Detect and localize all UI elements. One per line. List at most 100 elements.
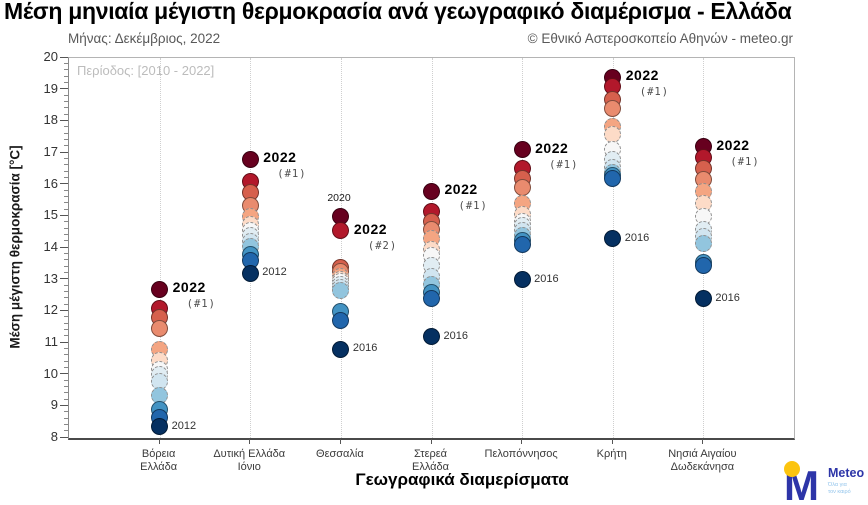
data-point — [332, 282, 350, 300]
y-minor-tick — [64, 145, 68, 147]
y-minor-tick — [64, 411, 68, 413]
data-point — [241, 150, 259, 168]
logo-wordmark: Meteo — [828, 466, 864, 480]
y-tick — [60, 404, 68, 406]
point-label-record: 2022 (#1) — [716, 137, 759, 168]
point-label-year: 2016 — [352, 342, 378, 355]
data-point — [513, 236, 531, 254]
y-tick-label: 14 — [43, 239, 58, 254]
y-minor-tick — [64, 221, 68, 223]
period-label: Περίοδος: [2010 - 2022] — [77, 63, 215, 78]
point-label-above: 2020 — [327, 192, 351, 205]
logo-tagline-line2: τον καιρό — [828, 488, 851, 495]
y-minor-tick — [64, 297, 68, 299]
y-tick — [60, 151, 68, 153]
y-tick-label: 16 — [43, 175, 58, 191]
data-point — [694, 290, 712, 308]
y-minor-tick — [64, 208, 68, 210]
y-minor-tick — [64, 316, 68, 318]
y-minor-tick — [64, 290, 68, 292]
category-gridline — [340, 58, 342, 438]
y-minor-tick — [64, 157, 68, 159]
y-minor-tick — [64, 138, 68, 140]
y-minor-tick — [64, 195, 68, 197]
y-minor-tick — [64, 354, 68, 356]
data-point — [604, 100, 622, 118]
data-point — [604, 230, 622, 247]
point-label-year-bold: 2022 — [535, 139, 569, 156]
plot-area: Περίοδος: [2010 - 2022] 2022 (#1) 2012 2022… — [68, 57, 795, 440]
y-minor-tick — [64, 240, 68, 242]
data-point — [151, 280, 169, 298]
x-tick-label: Νησιά Αιγαίου Δωδεκάνησα — [668, 448, 736, 474]
point-label-record: 2022 (#1) — [173, 279, 216, 310]
y-tick-label: 10 — [43, 365, 58, 381]
point-label-record: 2022 (#1) — [263, 149, 306, 180]
x-tick-label-line: Κρήτη — [596, 448, 627, 460]
data-point — [423, 182, 440, 200]
x-tick-label-line: Ιόνιο — [237, 461, 261, 473]
y-minor-tick — [64, 417, 68, 419]
y-axis-title: Μέση μέγιστη θερμοκρασία [°C] — [7, 145, 23, 349]
x-tick-label-line: Ελλάδα — [140, 461, 178, 473]
point-label-year-bold: 2022 — [716, 136, 750, 153]
y-minor-tick — [64, 126, 68, 128]
data-point — [513, 179, 531, 197]
y-minor-tick — [64, 176, 68, 178]
y-tick-label: 15 — [43, 207, 58, 223]
point-label-record: 2022 (#1) — [535, 140, 578, 171]
point-label-rank: (#1) — [186, 298, 216, 311]
y-tick — [60, 119, 68, 121]
y-minor-tick — [64, 379, 68, 381]
y-minor-tick — [64, 233, 68, 235]
y-minor-tick — [64, 335, 68, 337]
y-minor-tick — [64, 284, 68, 286]
y-minor-tick — [64, 132, 68, 134]
y-minor-tick — [64, 366, 68, 368]
data-point — [423, 328, 440, 346]
x-tick — [702, 439, 704, 444]
category-gridline — [159, 58, 161, 438]
y-minor-tick — [64, 252, 68, 254]
y-minor-tick — [64, 170, 68, 172]
y-tick — [60, 309, 68, 311]
y-tick — [60, 373, 68, 375]
category-gridline — [612, 58, 614, 438]
x-tick-label-line: Πελοπόννησος — [484, 448, 558, 460]
point-label-year-bold: 2022 — [263, 149, 297, 166]
data-point — [151, 320, 169, 338]
x-tick-label-line: Ελλάδα — [411, 461, 450, 473]
point-label-year: 2016 — [534, 272, 559, 285]
y-minor-tick — [64, 360, 68, 362]
y-minor-tick — [64, 347, 68, 349]
point-label-year: 2016 — [624, 231, 650, 244]
x-tick-label-line: Νησιά Αιγαίου — [668, 448, 737, 460]
point-label-rank: (#2) — [367, 239, 398, 252]
point-label-record: 2022 (#1) — [626, 67, 669, 98]
y-tick-label: 18 — [43, 112, 58, 128]
y-minor-tick — [64, 265, 68, 267]
y-minor-tick — [64, 271, 68, 273]
x-tick — [339, 439, 341, 444]
y-minor-tick — [64, 303, 68, 305]
y-tick — [60, 278, 68, 280]
x-tick-label-line: Θεσσαλία — [316, 448, 364, 460]
meteo-logo: M Meteo Όλα για τον καιρό — [784, 461, 864, 504]
y-tick-label: 9 — [50, 397, 58, 413]
y-tick-label: 17 — [43, 144, 58, 159]
y-minor-tick — [64, 75, 68, 77]
y-tick-label: 11 — [44, 334, 59, 349]
point-label-year-bold: 2022 — [172, 279, 206, 296]
x-tick-label-line: Βόρεια — [141, 448, 176, 460]
point-label-record: 2022 (#1) — [445, 181, 488, 212]
y-tick — [60, 183, 68, 185]
point-label-year: 2012 — [262, 266, 287, 279]
point-label-year-bold: 2022 — [625, 67, 659, 83]
y-minor-tick — [64, 322, 68, 324]
y-tick-label: 12 — [43, 302, 58, 318]
y-minor-tick — [64, 392, 68, 394]
page-title: Μέση μηνιαία μέγιστη θερμοκρασία ανά γεω… — [4, 0, 792, 24]
data-point — [694, 256, 712, 274]
subtitle-month: Μήνας: Δεκέμβριος, 2022 — [68, 31, 221, 46]
x-tick-label: Πελοπόννησος — [485, 448, 558, 461]
